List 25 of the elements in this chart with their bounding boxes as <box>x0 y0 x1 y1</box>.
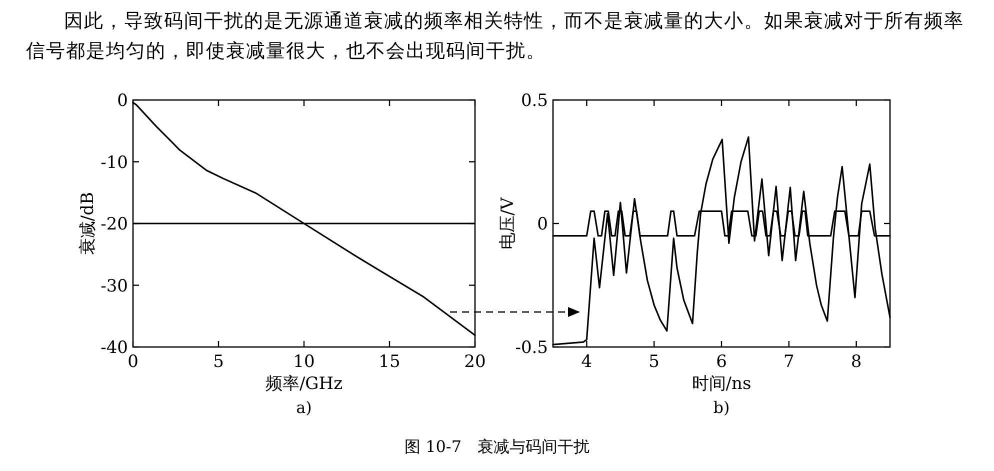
y-tick-label: 0 <box>117 91 128 111</box>
x-tick-label: 5 <box>648 352 660 372</box>
x-tick-label: 10 <box>293 352 315 372</box>
y-axis-title: 衰减/dB <box>78 192 98 256</box>
x-tick-label: 15 <box>378 352 400 372</box>
y-axis-title: 电压/V <box>498 196 518 250</box>
y-tick-label: -0.5 <box>515 338 548 358</box>
y-tick-label: 0.5 <box>520 91 548 111</box>
x-tick-label: 7 <box>783 352 794 372</box>
x-tick-label: 20 <box>464 352 486 372</box>
x-axis-title: 频率/GHz <box>265 374 343 394</box>
x-axis-title: 时间/ns <box>692 374 752 394</box>
caption: 图 10-7 衰减与码间干扰 <box>404 437 590 456</box>
y-tick-label: -40 <box>100 338 128 358</box>
text: a) <box>296 398 312 417</box>
x-tick-label: 6 <box>716 352 727 372</box>
y-tick-label: -10 <box>100 152 128 173</box>
text: b) <box>713 398 730 417</box>
text: 因此，导致码间干扰的是无源通道衰减的频率相关特性，而不是衰减量的大小。如果衰减对于所有频率信号都是均匀的，即使衰减量很大，也不会出现码间干扰。 <box>26 9 965 64</box>
y-tick-label: -30 <box>100 276 128 296</box>
x-tick-label: 4 <box>581 352 592 372</box>
y-tick-label: 0 <box>537 214 548 234</box>
y-tick-label: -20 <box>100 214 128 234</box>
x-tick-label: 8 <box>850 352 862 372</box>
x-tick-label: 5 <box>213 352 224 372</box>
